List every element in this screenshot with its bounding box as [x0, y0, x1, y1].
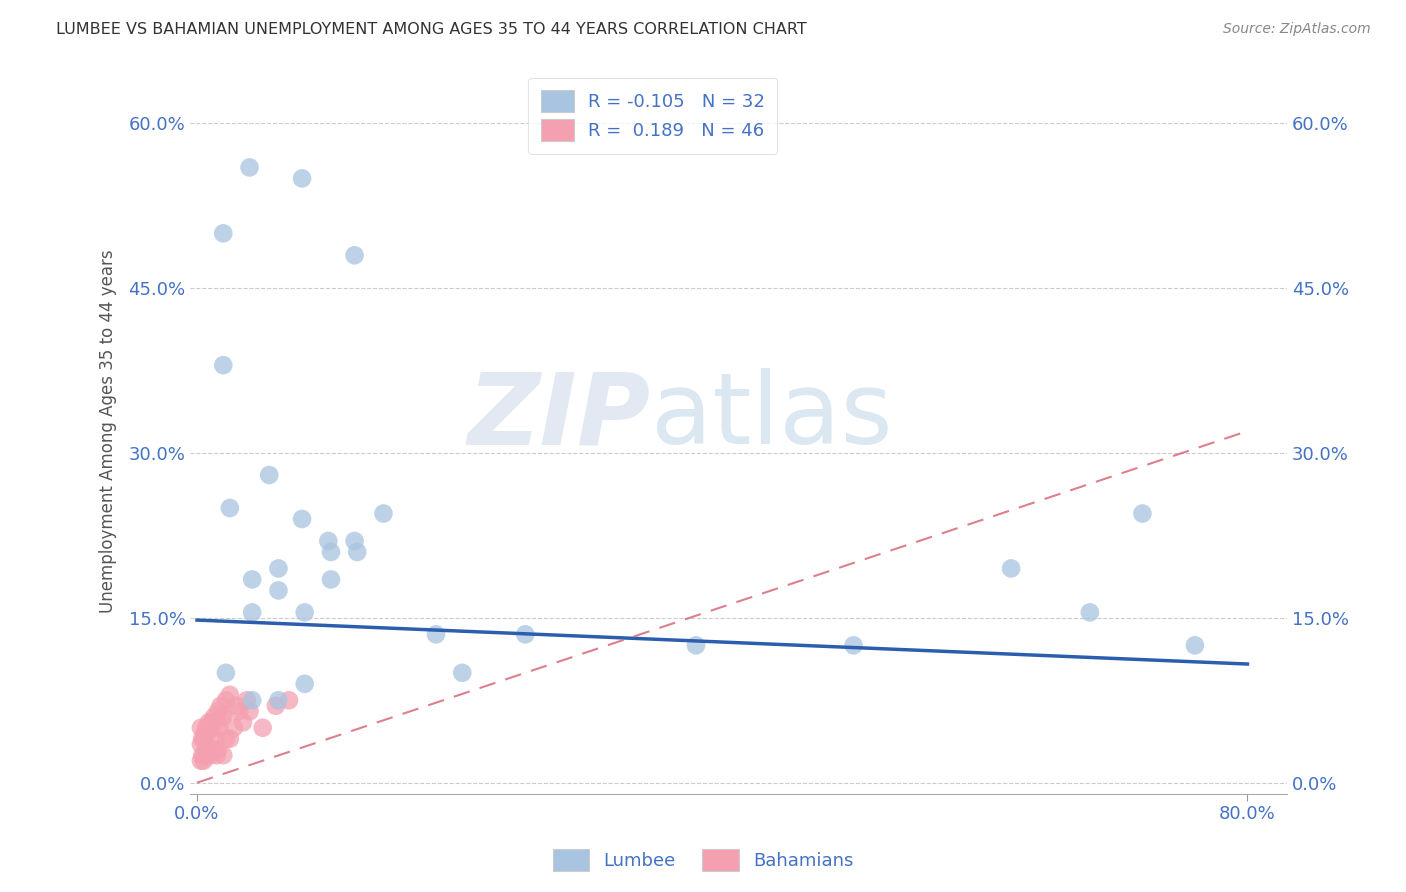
Legend: R = -0.105   N = 32, R =  0.189   N = 46: R = -0.105 N = 32, R = 0.189 N = 46 [529, 78, 778, 154]
Point [200, 742, 222, 756]
Point [191, 731, 214, 746]
Point [228, 704, 250, 718]
Point [685, 638, 707, 652]
Point [238, 704, 260, 718]
Point [198, 715, 221, 730]
Point [236, 693, 259, 707]
Point [200, 715, 222, 730]
Point [215, 665, 238, 680]
Point [204, 731, 226, 746]
Point [318, 533, 340, 548]
Point [1078, 606, 1101, 620]
Point [291, 171, 314, 186]
Point [205, 748, 228, 763]
Point [205, 715, 228, 730]
Point [343, 248, 366, 262]
Point [232, 715, 254, 730]
Point [218, 688, 240, 702]
Point [1132, 507, 1154, 521]
Text: LUMBEE VS BAHAMIAN UNEMPLOYMENT AMONG AGES 35 TO 44 YEARS CORRELATION CHART: LUMBEE VS BAHAMIAN UNEMPLOYMENT AMONG AG… [56, 22, 807, 37]
Point [202, 710, 225, 724]
Point [197, 748, 219, 763]
Point [195, 721, 218, 735]
Point [197, 726, 219, 740]
Legend: Lumbee, Bahamians: Lumbee, Bahamians [546, 842, 860, 879]
Point [191, 748, 214, 763]
Point [193, 754, 215, 768]
Point [240, 693, 263, 707]
Point [211, 710, 233, 724]
Point [346, 545, 368, 559]
Point [209, 698, 232, 713]
Text: atlas: atlas [651, 368, 893, 465]
Point [198, 721, 221, 735]
Point [278, 693, 301, 707]
Point [842, 638, 865, 652]
Point [198, 748, 221, 763]
Point [208, 721, 231, 735]
Point [201, 715, 224, 730]
Point [212, 748, 235, 763]
Point [294, 606, 316, 620]
Point [198, 742, 221, 756]
Point [240, 606, 263, 620]
Point [225, 698, 247, 713]
Point [267, 561, 290, 575]
Point [319, 545, 342, 559]
Text: ZIP: ZIP [468, 368, 651, 465]
Point [257, 468, 280, 483]
Point [264, 698, 287, 713]
Point [193, 731, 215, 746]
Point [515, 627, 537, 641]
Y-axis label: Unemployment Among Ages 35 to 44 years: Unemployment Among Ages 35 to 44 years [100, 249, 117, 613]
Point [202, 742, 225, 756]
Point [207, 704, 229, 718]
Point [212, 227, 235, 241]
Point [425, 627, 447, 641]
Point [207, 742, 229, 756]
Point [222, 721, 245, 735]
Point [190, 737, 212, 751]
Point [1000, 561, 1022, 575]
Point [212, 710, 235, 724]
Point [218, 501, 240, 516]
Point [373, 507, 395, 521]
Point [267, 693, 290, 707]
Point [190, 721, 212, 735]
Point [294, 677, 316, 691]
Point [319, 573, 342, 587]
Point [1184, 638, 1206, 652]
Point [215, 693, 238, 707]
Text: Source: ZipAtlas.com: Source: ZipAtlas.com [1223, 22, 1371, 37]
Point [451, 665, 474, 680]
Point [240, 573, 263, 587]
Point [238, 161, 260, 175]
Point [190, 754, 212, 768]
Point [291, 512, 314, 526]
Point [194, 726, 217, 740]
Point [267, 583, 290, 598]
Point [343, 533, 366, 548]
Point [252, 721, 274, 735]
Point [194, 748, 217, 763]
Point [215, 731, 238, 746]
Point [212, 358, 235, 372]
Point [195, 742, 218, 756]
Point [218, 731, 240, 746]
Point [201, 742, 224, 756]
